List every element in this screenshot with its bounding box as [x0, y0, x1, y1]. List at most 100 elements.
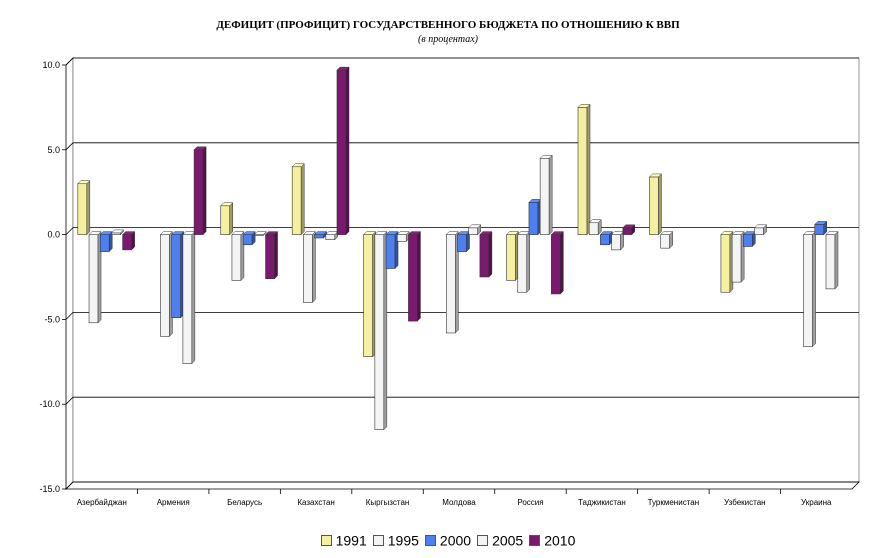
category-label: Армения: [157, 498, 190, 507]
bar-front: [539, 157, 550, 235]
y-tick-label: -15.0: [39, 484, 60, 494]
bar-side: [526, 230, 531, 293]
bar-side: [417, 230, 421, 322]
bar-top: [720, 231, 734, 235]
bar-top: [231, 231, 245, 235]
bar: [742, 230, 756, 248]
bar-top: [731, 231, 745, 235]
bar-top: [550, 231, 564, 235]
legend-item: 2005: [477, 531, 523, 548]
bar-front: [171, 234, 181, 319]
gridline: [65, 481, 859, 490]
bar: [445, 230, 459, 334]
bar-top: [753, 224, 768, 229]
bar-front: [743, 234, 753, 247]
bar-front: [396, 234, 407, 242]
bar-front: [825, 234, 836, 290]
bar: [313, 230, 328, 239]
bar-top: [374, 231, 388, 235]
bar-front: [242, 234, 253, 246]
bar-front: [336, 69, 347, 235]
bar-top: [407, 231, 422, 235]
bar-front: [622, 227, 633, 235]
category-label: Таджикистан: [578, 498, 626, 507]
category-label: Россия: [517, 498, 543, 507]
legend: 1991 1995 2000 2005 2010: [0, 531, 896, 548]
bar-top: [291, 163, 305, 168]
bar: [302, 230, 316, 304]
bar-front: [314, 234, 324, 239]
bar-top: [88, 231, 102, 235]
bar-front: [385, 234, 396, 269]
bar-front: [479, 234, 490, 278]
bar-top: [159, 231, 174, 235]
legend-item: 2010: [529, 531, 575, 548]
bar: [407, 230, 422, 322]
bar: [517, 230, 531, 293]
bar-top: [588, 219, 602, 223]
bar-front: [506, 234, 516, 281]
bar-top: [468, 224, 482, 229]
legend-swatch: [424, 534, 436, 546]
bar: [363, 230, 377, 358]
bar-front: [193, 149, 204, 235]
bar: [193, 146, 207, 236]
bar-front: [265, 234, 275, 279]
legend-label: 1991: [335, 532, 367, 549]
bar: [122, 230, 136, 251]
category-label: Туркменистан: [648, 498, 700, 507]
bar: [731, 230, 745, 283]
bar-side: [658, 173, 662, 236]
legend-swatch: [372, 534, 384, 546]
y-tick-label: -10.0: [39, 399, 60, 409]
bar-top: [193, 146, 207, 151]
bar: [171, 230, 185, 319]
legend-swatch: [320, 534, 332, 546]
bar: [648, 173, 663, 236]
bar: [396, 230, 410, 242]
bar: [374, 230, 388, 431]
bar: [802, 230, 817, 348]
y-tick-label: 10.0: [42, 60, 60, 70]
bar: [182, 230, 196, 365]
bar: [99, 230, 113, 253]
bar-top: [99, 231, 113, 235]
legend-item: 2000: [424, 531, 471, 548]
bar-front: [408, 234, 418, 322]
bar-front: [160, 234, 170, 337]
bar-front: [600, 234, 610, 246]
bar-top: [336, 66, 350, 71]
bar: [110, 229, 125, 236]
bar-front: [291, 166, 302, 235]
bar: [611, 230, 625, 251]
legend-item: 1991: [320, 531, 367, 549]
bar-front: [517, 234, 528, 293]
bar: [456, 230, 471, 253]
bar-front: [649, 176, 659, 235]
bar-top: [660, 231, 674, 235]
chart-title: ДЕФИЦИТ (ПРОФИЦИТ) ГОСУДАРСТВЕННОГО БЮДЖ…: [216, 19, 680, 31]
x-axis-categories: Азербайджан Армения Беларусь Казахстан Кыргы…: [77, 489, 832, 507]
bar-front: [77, 183, 88, 235]
legend-label: 1995: [387, 532, 419, 549]
bar: [88, 230, 102, 324]
bar-front: [88, 234, 99, 324]
bar: [550, 230, 564, 295]
category-label: Узбекистан: [724, 498, 766, 507]
bar: [539, 154, 553, 236]
bar-top: [814, 221, 828, 225]
bar: [242, 230, 256, 246]
bar: [577, 103, 591, 236]
bar: [159, 230, 174, 337]
bar-top: [122, 231, 136, 235]
bar-front: [220, 205, 231, 235]
bar-front: [611, 234, 621, 251]
y-tick-label: 5.0: [47, 145, 60, 155]
left-wall: [65, 57, 74, 490]
bar: [505, 230, 520, 281]
bar-side: [86, 180, 91, 236]
legend-label: 2010: [544, 532, 576, 549]
category-label: Молдова: [442, 498, 476, 507]
bar-side: [548, 154, 553, 236]
bar-chart: 10.0 5.0 0.0 -5.0 -10.0 -15.0 Азербайджан Арме…: [39, 57, 860, 507]
